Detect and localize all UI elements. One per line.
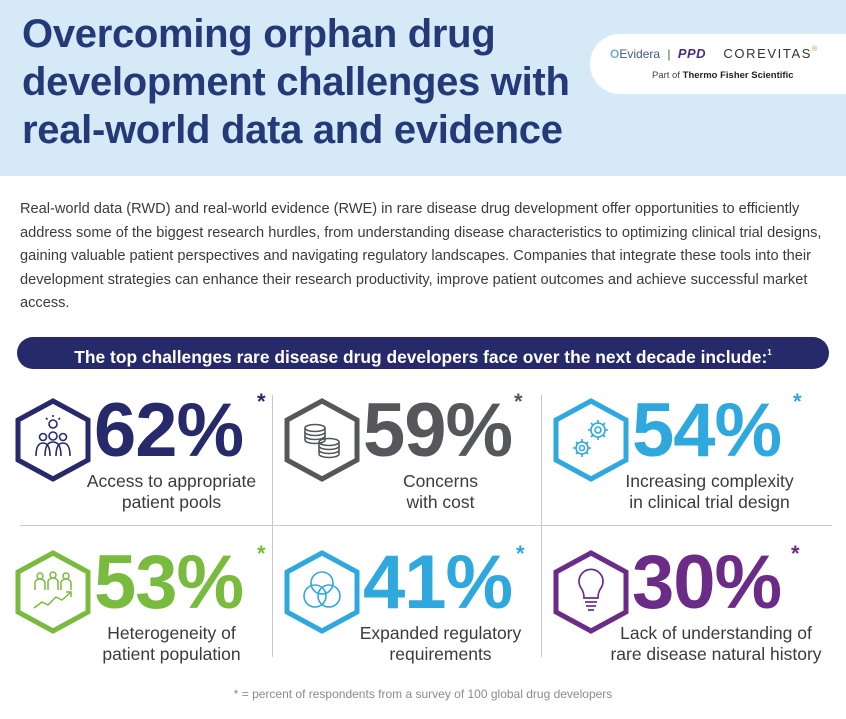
stat-label-line: Expanded regulatory: [359, 623, 522, 643]
lightbulb-icon: [553, 550, 629, 634]
stat-asterisk: *: [516, 541, 525, 566]
title-line-3: real-world data and evidence: [22, 108, 563, 152]
stat-card-trial-complexity: 54% * Increasing complexity in clinical …: [552, 388, 817, 548]
corevitas-logo: COREVITAS: [723, 46, 812, 61]
stat-value: 30%: [632, 540, 782, 625]
parent-company-name: Thermo Fisher Scientific: [682, 70, 794, 81]
stat-card-heterogeneity: 53% * Heterogeneity of patient populatio…: [14, 540, 279, 700]
evidera-logo: Evidera: [619, 47, 661, 61]
column-divider-1: [272, 395, 273, 657]
stat-asterisk: *: [514, 389, 523, 414]
stat-label: Access to appropriate patient pools: [64, 471, 279, 513]
stat-card-cost: 59% * Concerns with cost: [283, 388, 548, 548]
stat-asterisk: *: [257, 389, 266, 414]
stat-label: Heterogeneity of patient population: [64, 623, 279, 665]
challenges-banner: The top challenges rare disease drug dev…: [17, 337, 829, 369]
stat-label-line: patient pools: [121, 492, 222, 512]
stat-label: Expanded regulatory requirements: [333, 623, 548, 665]
stat-asterisk: *: [793, 389, 802, 414]
stat-label-line: Increasing complexity: [625, 471, 794, 491]
stat-label-line: rare disease natural history: [610, 644, 822, 664]
stat-label-line: Lack of understanding of: [620, 623, 812, 643]
banner-footnote-ref: 1: [767, 348, 772, 357]
stat-value: 41%: [363, 540, 513, 625]
page-title: Overcoming orphan drug development chall…: [22, 10, 622, 154]
stat-card-regulatory: 41% * Expanded regulatory requirements: [283, 540, 548, 700]
logo-separator: |: [667, 47, 671, 61]
coins-icon: [284, 398, 360, 482]
stat-asterisk: *: [791, 541, 800, 566]
evidera-mark-icon: O: [610, 47, 620, 61]
logo-lockup: OEvidera | PPD COREVITAS® Part of Thermo…: [590, 34, 846, 94]
gears-icon: [553, 398, 629, 482]
parent-company-line: Part of Thermo Fisher Scientific: [652, 70, 794, 81]
stat-value: 59%: [363, 388, 513, 473]
title-line-1: Overcoming orphan drug: [22, 12, 496, 56]
row-divider: [20, 525, 832, 526]
stat-label-line: Heterogeneity of: [107, 623, 236, 643]
column-divider-2: [541, 395, 542, 657]
stat-label-line: with cost: [406, 492, 475, 512]
banner-text: The top challenges rare disease drug dev…: [74, 347, 768, 367]
venn-circles-icon: [284, 550, 360, 634]
stat-value: 54%: [632, 388, 782, 473]
part-of-prefix: Part of: [652, 70, 680, 81]
stat-card-natural-history: 30% * Lack of understanding of rare dise…: [552, 540, 822, 700]
diverse-people-chart-icon: [15, 550, 91, 634]
stat-asterisk: *: [257, 541, 266, 566]
stat-card-patient-pools: 62% * Access to appropriate patient pool…: [14, 388, 279, 548]
stat-value: 62%: [94, 388, 244, 473]
intro-paragraph: Real-world data (RWD) and real-world evi…: [20, 201, 822, 311]
stat-label-line: requirements: [389, 644, 492, 664]
stat-value: 53%: [94, 540, 244, 625]
header-band: Overcoming orphan drug development chall…: [0, 0, 846, 176]
stat-label-line: patient population: [102, 644, 241, 664]
stat-label: Concerns with cost: [333, 471, 548, 513]
people-group-icon: [15, 398, 91, 482]
stat-label: Increasing complexity in clinical trial …: [602, 471, 817, 513]
stat-label-line: in clinical trial design: [629, 492, 790, 512]
stat-label: Lack of understanding of rare disease na…: [596, 623, 836, 665]
trademark-mark: ®: [811, 46, 818, 53]
survey-footnote: * = percent of respondents from a survey…: [233, 687, 613, 701]
ppd-logo: PPD: [677, 46, 707, 61]
title-line-2: development challenges with: [22, 60, 570, 104]
stat-label-line: Access to appropriate: [86, 471, 257, 491]
stat-label-line: Concerns: [403, 471, 478, 491]
